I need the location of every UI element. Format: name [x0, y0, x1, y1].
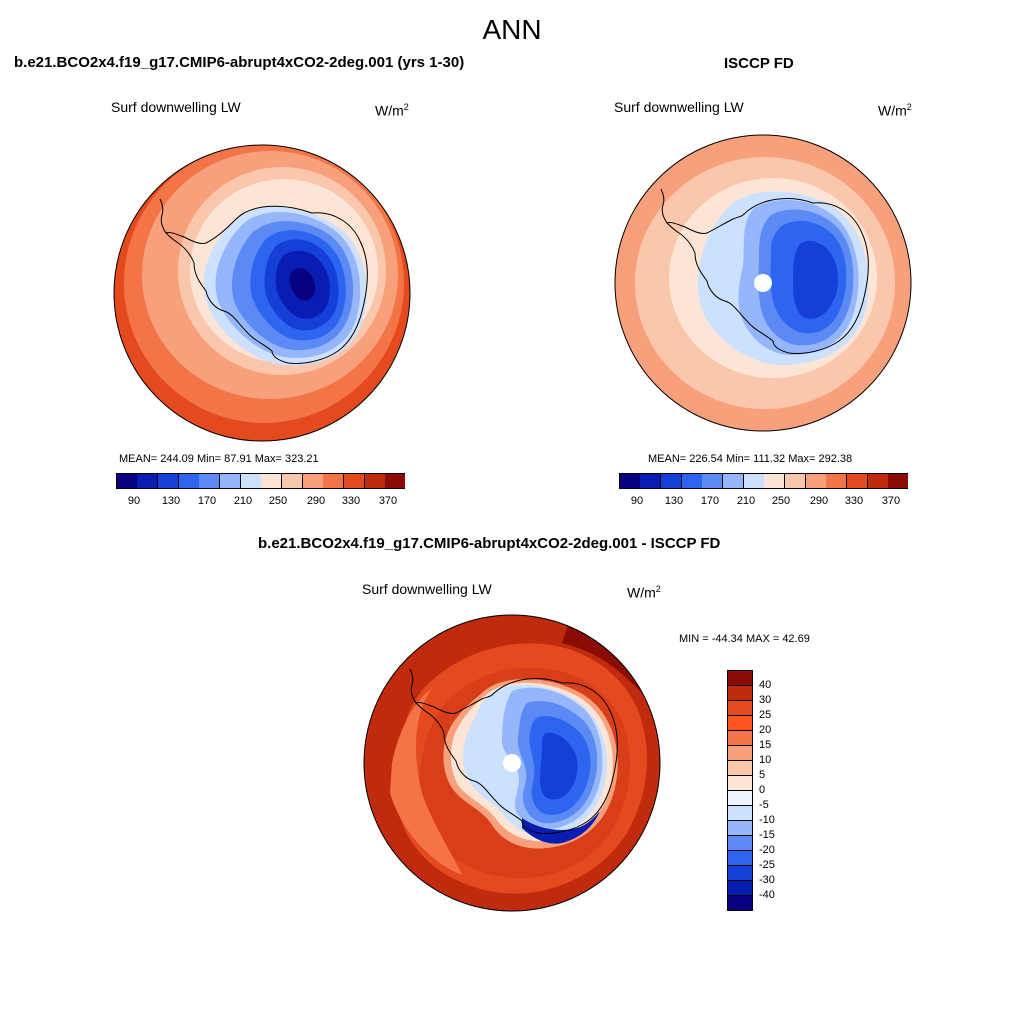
diff-cb-swatch [728, 671, 752, 686]
model-field-label: Surf downwelling LW [111, 99, 241, 115]
obs-cb-swatch [682, 474, 703, 488]
obs-units: W/m2 [878, 102, 912, 119]
obs-cb-swatch [806, 474, 827, 488]
obs-cb-swatch [888, 474, 908, 488]
model-colorbar [116, 473, 405, 489]
model-units: W/m2 [375, 102, 409, 119]
obs-cb-swatch [785, 474, 806, 488]
diff-cb-tick: 15 [759, 739, 772, 751]
obs-cb-tick: 90 [630, 495, 644, 507]
diff-map [363, 614, 661, 912]
diff-units: W/m2 [627, 584, 661, 601]
model-cb-tick: 170 [197, 495, 217, 507]
model-cb-swatch [261, 474, 282, 488]
diff-colorbar [727, 670, 753, 911]
obs-cb-tick: 290 [809, 495, 829, 507]
model-cb-tick: 250 [268, 495, 288, 507]
model-cb-swatch [323, 474, 344, 488]
diff-cb-swatch [728, 731, 752, 746]
diff-cb-tick: 0 [759, 784, 766, 796]
obs-cb-swatch [826, 474, 847, 488]
model-cb-swatch [137, 474, 158, 488]
obs-colorbar [619, 473, 908, 489]
obs-cb-swatch [847, 474, 868, 488]
obs-cb-tick: 130 [664, 495, 684, 507]
model-cb-tick: 330 [341, 495, 361, 507]
obs-cb-tick: 370 [881, 495, 901, 507]
main-title: ANN [482, 14, 542, 45]
model-stats: MEAN= 244.09 Min= 87.91 Max= 323.21 [119, 453, 319, 465]
model-cb-tick: 130 [161, 495, 181, 507]
model-cb-tick: 90 [127, 495, 141, 507]
diff-cb-tick: 20 [759, 724, 772, 736]
obs-field-label: Surf downwelling LW [614, 99, 744, 115]
model-cb-tick: 370 [378, 495, 398, 507]
obs-cb-tick: 170 [700, 495, 720, 507]
diff-panel-title: b.e21.BCO2x4.f19_g17.CMIP6-abrupt4xCO2-2… [258, 535, 721, 552]
model-cb-swatch [365, 474, 386, 488]
diff-cb-tick: 10 [759, 754, 772, 766]
diff-cb-tick: -40 [759, 889, 775, 901]
diff-cb-tick: -25 [759, 859, 775, 871]
obs-cb-swatch [661, 474, 682, 488]
diff-cb-swatch [728, 701, 752, 716]
diff-cb-swatch [728, 896, 752, 910]
obs-cb-tick: 330 [844, 495, 864, 507]
diff-cb-swatch [728, 866, 752, 881]
diff-cb-swatch [728, 836, 752, 851]
diff-cb-tick: -10 [759, 814, 775, 826]
model-panel-title: b.e21.BCO2x4.f19_g17.CMIP6-abrupt4xCO2-2… [14, 54, 465, 71]
diff-cb-swatch [728, 881, 752, 896]
model-map [113, 144, 411, 442]
obs-cb-swatch [764, 474, 785, 488]
obs-cb-swatch [723, 474, 744, 488]
diff-cb-tick: -5 [759, 799, 769, 811]
diff-cb-swatch [728, 776, 752, 791]
model-cb-swatch [282, 474, 303, 488]
model-cb-swatch [241, 474, 262, 488]
diff-field-label: Surf downwelling LW [362, 581, 492, 597]
diff-cb-tick: 30 [759, 694, 772, 706]
diff-cb-tick: -30 [759, 874, 775, 886]
obs-cb-swatch [744, 474, 765, 488]
diff-cb-swatch [728, 851, 752, 866]
model-cb-tick: 290 [306, 495, 326, 507]
model-cb-tick: 210 [233, 495, 253, 507]
diff-cb-swatch [728, 791, 752, 806]
diff-cb-tick: 5 [759, 769, 766, 781]
model-cb-swatch [344, 474, 365, 488]
model-cb-swatch [385, 474, 405, 488]
obs-cb-swatch [640, 474, 661, 488]
obs-cb-swatch [868, 474, 889, 488]
obs-map [614, 134, 912, 432]
model-cb-swatch [158, 474, 179, 488]
obs-cb-swatch [702, 474, 723, 488]
model-cb-swatch [117, 474, 138, 488]
diff-cb-swatch [728, 806, 752, 821]
obs-cb-tick: 250 [771, 495, 791, 507]
diff-stats: MIN = -44.34 MAX = 42.69 [679, 633, 810, 645]
model-cb-swatch [220, 474, 241, 488]
diff-cb-tick: -15 [759, 829, 775, 841]
obs-cb-swatch [620, 474, 641, 488]
diff-cb-swatch [728, 821, 752, 836]
obs-stats: MEAN= 226.54 Min= 111.32 Max= 292.38 [648, 453, 853, 465]
diff-cb-tick: 25 [759, 709, 772, 721]
obs-cb-tick: 210 [736, 495, 756, 507]
diff-cb-swatch [728, 716, 752, 731]
diff-cb-swatch [728, 746, 752, 761]
obs-panel-title: ISCCP FD [724, 55, 794, 72]
model-cb-swatch [199, 474, 220, 488]
diff-cb-swatch [728, 761, 752, 776]
model-cb-swatch [179, 474, 200, 488]
model-cb-swatch [303, 474, 324, 488]
diff-cb-swatch [728, 686, 752, 701]
diff-cb-tick: 40 [759, 679, 772, 691]
diff-cb-tick: -20 [759, 844, 775, 856]
